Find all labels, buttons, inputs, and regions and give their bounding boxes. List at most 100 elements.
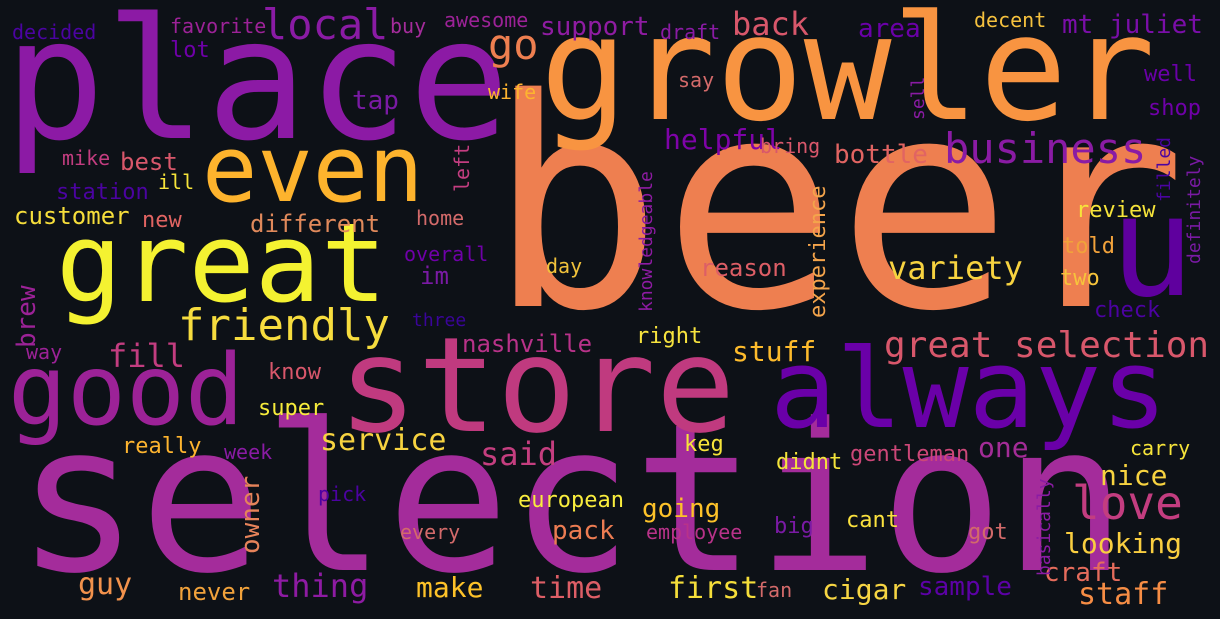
cloud-word: great selection [884, 325, 1210, 366]
cloud-word: got [968, 520, 1008, 545]
cloud-word: favorite [170, 14, 267, 38]
cloud-word: sell [908, 76, 929, 120]
cloud-word: business [944, 124, 1147, 173]
cloud-word: definitely [1184, 155, 1205, 264]
cloud-word: variety [888, 249, 1023, 287]
cloud-word: gentleman [850, 442, 970, 467]
cloud-word: love [1072, 476, 1183, 530]
cloud-word: guy [78, 567, 133, 602]
cloud-word: customer [14, 202, 130, 230]
cloud-word: nashville [462, 330, 593, 358]
cloud-word: even [202, 116, 424, 223]
cloud-word: pick [318, 482, 367, 506]
cloud-word: store [338, 309, 736, 463]
cloud-word: u [1110, 166, 1195, 329]
cloud-word: lot [170, 38, 210, 63]
cloud-word: different [250, 210, 381, 238]
cloud-word: always [770, 325, 1168, 453]
cloud-word: sample [918, 572, 1012, 602]
cloud-word: decent [974, 8, 1047, 32]
cloud-word: super [258, 396, 325, 421]
cloud-word: know [268, 360, 321, 385]
cloud-word: service [320, 423, 447, 458]
cloud-word: keg [684, 432, 724, 457]
cloud-word: craft [1044, 558, 1123, 588]
cloud-word: station [56, 180, 149, 205]
cloud-word: friendly [178, 300, 390, 351]
cloud-word: one [978, 431, 1029, 464]
cloud-word: big [774, 514, 814, 539]
cloud-word: decided [12, 20, 97, 44]
cloud-word: wife [488, 80, 537, 104]
cloud-word: local [262, 0, 389, 49]
cloud-word: mike [62, 146, 111, 170]
cloud-word: make [416, 571, 484, 604]
cloud-word: go [488, 20, 539, 69]
cloud-word: fan [756, 578, 793, 602]
cloud-word: nice [1100, 459, 1168, 492]
cloud-word: employee [646, 520, 743, 544]
cloud-word: good [8, 334, 245, 448]
cloud-word: thing [272, 567, 369, 605]
cloud-word: carry [1130, 436, 1191, 460]
cloud-word: review [1076, 198, 1156, 223]
cloud-word: time [530, 571, 603, 606]
cloud-word: pack [552, 516, 615, 546]
cloud-word: stuff [732, 335, 817, 368]
cloud-word: knowledgeable [636, 171, 657, 312]
cloud-word: left [450, 143, 474, 192]
cloud-word: area [858, 14, 921, 44]
cloud-word: two [1060, 266, 1100, 291]
cloud-word: said [480, 435, 558, 473]
cloud-word: bring [760, 134, 821, 158]
cloud-word: beer [488, 38, 1187, 375]
cloud-word: fill [108, 337, 186, 375]
cloud-word: awesome [444, 8, 529, 32]
cloud-word: check [1094, 298, 1161, 323]
cloud-word: cigar [822, 573, 907, 606]
cloud-word: selection [16, 381, 1127, 619]
cloud-word: im [420, 262, 449, 290]
cloud-word: buy [390, 14, 427, 38]
cloud-word: support [540, 12, 650, 42]
cloud-word: ill [158, 170, 195, 194]
cloud-word: first [668, 571, 759, 606]
cloud-word: new [142, 208, 182, 233]
cloud-word: tap [352, 86, 399, 116]
cloud-word: week [224, 440, 273, 464]
cloud-word: helpful [664, 123, 783, 156]
cloud-word: back [732, 5, 810, 43]
cloud-word: owner [236, 475, 266, 554]
cloud-word: told [1062, 234, 1115, 259]
cloud-word: brew [12, 285, 42, 348]
cloud-word: overall [404, 242, 489, 266]
cloud-word: right [636, 324, 703, 349]
cloud-word: reason [700, 254, 787, 282]
cloud-word: growler [540, 0, 1156, 154]
cloud-word: three [412, 310, 467, 331]
cloud-word: looking [1064, 527, 1183, 560]
cloud-word: say [678, 68, 715, 92]
cloud-word: really [122, 434, 202, 459]
cloud-word: shop [1148, 96, 1201, 121]
cloud-word: day [546, 254, 583, 278]
cloud-word: home [416, 206, 465, 230]
cloud-word: great [56, 199, 388, 327]
cloud-word: well [1144, 62, 1197, 87]
cloud-word: didnt [776, 450, 843, 475]
cloud-word: mt juliet [1062, 10, 1203, 40]
cloud-word: place [4, 0, 510, 178]
cloud-word: every [400, 520, 461, 544]
cloud-word: european [518, 488, 624, 513]
cloud-word: best [120, 148, 178, 176]
cloud-word: way [26, 340, 63, 364]
cloud-word: going [642, 494, 721, 524]
cloud-word: bottle [834, 140, 928, 170]
cloud-word: experience [806, 185, 831, 318]
cloud-word: basically [1034, 478, 1055, 576]
cloud-word: draft [660, 20, 721, 44]
cloud-word: staff [1078, 577, 1169, 612]
cloud-word: cant [846, 508, 899, 533]
cloud-word: filled [1154, 136, 1175, 202]
